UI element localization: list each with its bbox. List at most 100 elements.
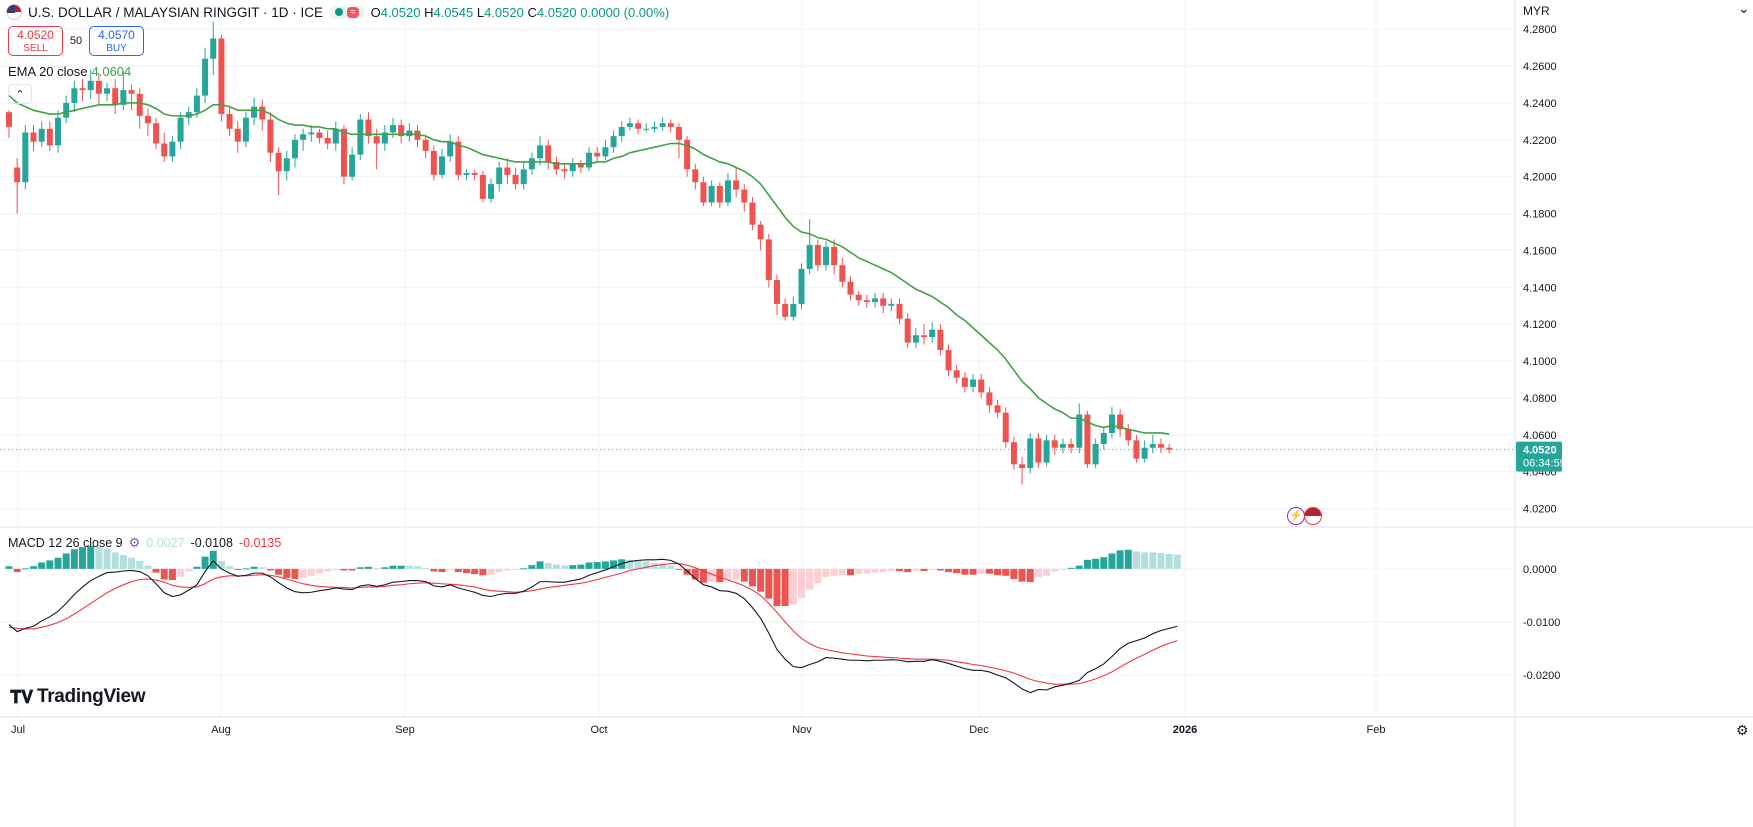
macd-hist-bar <box>1149 552 1157 569</box>
candle-body <box>651 126 658 129</box>
symbol-legend[interactable]: U.S. DOLLAR / MALAYSIAN RINGGIT · 1D · I… <box>6 4 669 20</box>
time-tick-label: Sep <box>395 724 415 736</box>
macd-hist-bar <box>675 568 683 570</box>
price-tick-label: 4.0600 <box>1523 430 1557 442</box>
collapse-indicators-button[interactable]: ⌃ <box>8 84 32 104</box>
price-tick-label: 4.2600 <box>1523 61 1557 73</box>
open-value: 4.0520 <box>380 4 421 20</box>
macd-legend[interactable]: MACD 12 26 close 9 ⚙ 0.0027 -0.0108 -0.0… <box>8 535 281 551</box>
candle-body <box>1068 444 1075 448</box>
symbol-title[interactable]: U.S. DOLLAR / MALAYSIAN RINGGIT · 1D · I… <box>28 4 324 20</box>
candle-body <box>577 163 584 168</box>
price-tick-label: 4.1400 <box>1523 282 1557 294</box>
candle-body <box>594 152 601 157</box>
candle-body <box>112 88 119 105</box>
market-open-dot-icon <box>335 8 344 16</box>
candle-body <box>602 147 609 157</box>
sell-button[interactable]: 4.0520 SELL <box>8 26 63 56</box>
macd-tick-label: 0.0000 <box>1523 564 1557 576</box>
macd-hist-bar <box>667 565 675 569</box>
macd-hist-bar <box>994 568 1002 576</box>
last-price-box <box>1516 441 1562 472</box>
candle-body <box>447 141 454 157</box>
macd-hist-bar <box>732 568 740 580</box>
candle-body <box>87 80 94 91</box>
macd-hist-bar <box>422 567 430 569</box>
candle-body <box>806 244 813 269</box>
macd-hist-bar <box>912 568 920 571</box>
candle-body <box>921 335 928 338</box>
chevron-down-icon[interactable]: ⌄ <box>1738 0 1750 16</box>
candle-body <box>185 112 192 118</box>
market-status-pill[interactable]: ≈ <box>329 5 365 19</box>
candle-body <box>422 139 429 151</box>
price-tick-label: 4.2200 <box>1523 135 1557 147</box>
candle-body <box>1059 444 1066 448</box>
tradingview-logo-icon: 𝐓𝐕 <box>10 686 33 707</box>
candle-body <box>144 115 151 124</box>
time-tick-label: Nov <box>792 724 812 736</box>
buy-button[interactable]: 4.0570 BUY <box>89 26 144 56</box>
macd-hist-bar <box>307 568 315 576</box>
event-lightning-icon[interactable]: ⚡ <box>1287 507 1305 525</box>
currency-selector[interactable]: MYR <box>1523 4 1550 18</box>
macd-hist-bar <box>1092 558 1100 569</box>
macd-hist-bar <box>789 568 797 605</box>
macd-hist-bar <box>324 568 332 572</box>
macd-settings-icon[interactable]: ⚙ <box>128 535 141 550</box>
macd-hist-bar <box>1157 552 1165 569</box>
macd-hist-bar <box>70 549 78 569</box>
buy-label: BUY <box>106 43 127 54</box>
price-tick-label: 4.1600 <box>1523 245 1557 257</box>
macd-hist-bar <box>446 568 454 570</box>
candle-body <box>488 184 495 199</box>
macd-hist-bar <box>291 568 299 579</box>
candle-body <box>349 154 356 177</box>
candle-body <box>1117 414 1124 430</box>
macd-hist-bar <box>283 568 291 578</box>
candle-body <box>1043 440 1050 463</box>
logo-text: TradingView <box>36 686 146 707</box>
macd-hist-bar <box>348 568 356 571</box>
macd-hist-bar <box>160 568 168 580</box>
candle-body <box>782 303 789 317</box>
macd-hist-bar <box>1051 568 1059 572</box>
candle-body <box>880 298 887 306</box>
macd-hist-bar <box>822 568 830 577</box>
candle-body <box>398 125 405 137</box>
time-tick-label: Feb <box>1367 724 1386 736</box>
macd-hist-bar <box>217 560 225 569</box>
macd-hist-bar <box>168 568 176 581</box>
candle-body <box>202 58 209 96</box>
candle-body <box>904 318 911 343</box>
candle-body <box>308 132 315 135</box>
candle-body <box>95 80 102 94</box>
macd-hist-bar <box>977 568 985 574</box>
buy-price: 4.0570 <box>98 28 135 42</box>
candle-body <box>528 158 535 170</box>
candle-body <box>953 370 960 378</box>
sell-label: SELL <box>23 43 48 54</box>
candle-body <box>1035 438 1042 463</box>
candle-body <box>1027 438 1034 469</box>
price-tick-label: 4.2800 <box>1523 24 1557 36</box>
price-tick-label: 4.1800 <box>1523 209 1557 221</box>
gear-icon[interactable]: ⚙ <box>1736 722 1749 738</box>
candle-body <box>14 167 21 183</box>
price-tick-label: 4.0800 <box>1523 393 1557 405</box>
macd-hist-bar <box>773 568 781 607</box>
candle-body <box>888 303 895 306</box>
price-tick-label: 4.0200 <box>1523 504 1557 516</box>
candle-body <box>708 185 715 203</box>
event-us-flag-icon[interactable] <box>1304 507 1322 525</box>
candle-body <box>128 90 135 94</box>
macd-hist-bar <box>95 547 103 569</box>
candle-body <box>283 158 290 172</box>
macd-hist-bar <box>479 568 487 576</box>
candle-body <box>414 130 421 140</box>
ema20-line <box>8 94 1170 435</box>
ema-legend[interactable]: EMA 20 close 4.0604 <box>8 64 131 79</box>
macd-hist-bar <box>634 560 642 569</box>
macd-hist-bar <box>397 565 405 569</box>
